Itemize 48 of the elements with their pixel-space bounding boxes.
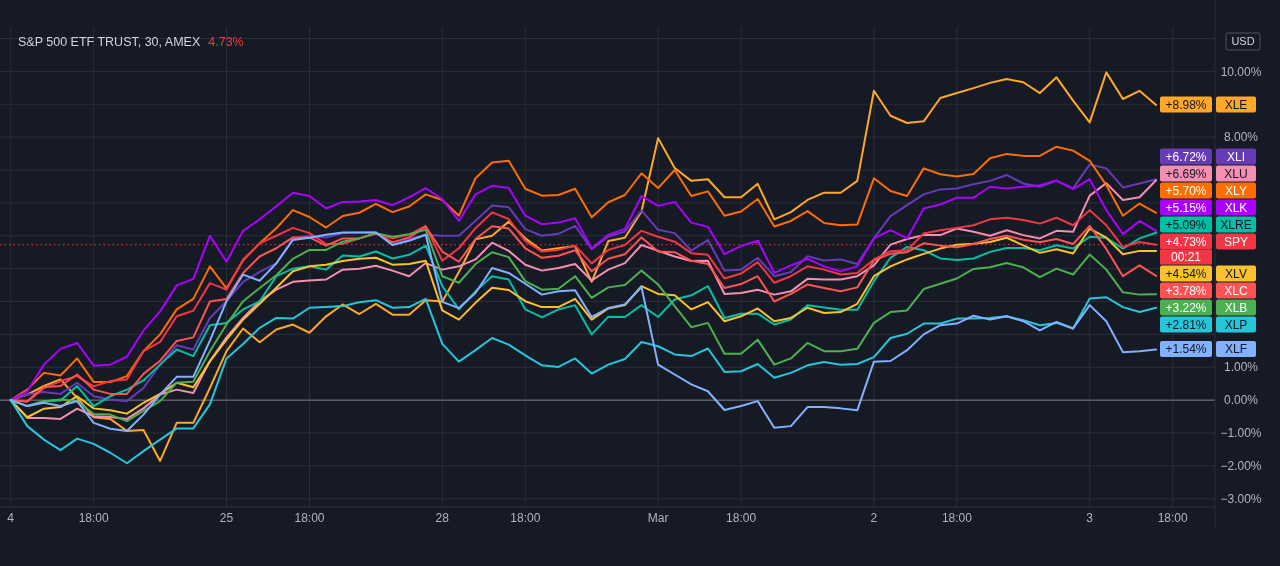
legend-label: XLF — [1224, 342, 1248, 357]
data-label: +5.70% — [1165, 183, 1207, 198]
legend-label: XLI — [1226, 149, 1246, 164]
x-tick-label: 2 — [870, 511, 878, 525]
x-tick-label: 25 — [219, 511, 234, 525]
data-label: +6.69% — [1165, 166, 1207, 181]
data-label: +3.22% — [1165, 300, 1207, 315]
x-tick-label: 18:00 — [726, 511, 757, 525]
x-tick-label: 18:00 — [941, 511, 973, 525]
text: S&P 500 ETF TRUST, 30, AMEX — [18, 35, 201, 49]
legend-label: XLU — [1224, 166, 1248, 181]
text: 4.73% — [208, 35, 244, 49]
data-label: +5.09% — [1165, 217, 1207, 232]
x-tick-label: 3 — [1086, 511, 1094, 525]
data-label: +2.81% — [1165, 317, 1207, 332]
data-label: +4.54% — [1165, 266, 1207, 281]
x-tick-label: 18:00 — [510, 511, 541, 525]
legend-label: XLV — [1225, 266, 1247, 281]
y-tick-label: 0.00% — [1223, 393, 1259, 408]
legend-label: XLP — [1224, 317, 1248, 332]
legend-label: XLC — [1224, 283, 1249, 298]
data-label: +5.15% — [1165, 200, 1207, 215]
y-tick-label: 10.00% — [1220, 64, 1262, 79]
annotation: 00:21 — [1170, 250, 1202, 265]
x-tick-label: Mar — [647, 511, 669, 525]
legend-label: XLK — [1224, 200, 1248, 215]
y-axis-title: USD — [1231, 35, 1255, 48]
x-tick-label: 4 — [7, 511, 15, 525]
legend-label: XLY — [1225, 183, 1247, 198]
legend-label: XLB — [1224, 300, 1248, 315]
y-tick-label: −3.00% — [1220, 491, 1262, 506]
x-tick-label: 18:00 — [294, 511, 325, 525]
legend-label: XLRE — [1220, 217, 1252, 232]
x-tick-label: 18:00 — [1157, 511, 1189, 525]
y-tick-label: −1.00% — [1220, 426, 1262, 441]
legend-label: SPY — [1223, 234, 1249, 249]
y-tick-label: 8.00% — [1223, 130, 1259, 145]
data-label: +4.73% — [1165, 234, 1207, 249]
legend-label: XLE — [1224, 97, 1248, 112]
x-tick-label: 18:00 — [78, 511, 110, 525]
x-tick-label: 28 — [435, 511, 450, 525]
data-label: +1.54% — [1165, 342, 1207, 357]
y-tick-label: −2.00% — [1220, 459, 1262, 474]
line-series — [9, 296, 1158, 465]
data-label: +8.98% — [1165, 97, 1207, 112]
data-label: +3.78% — [1165, 283, 1207, 298]
y-tick-label: 1.00% — [1223, 360, 1259, 375]
data-label: +6.72% — [1165, 149, 1207, 164]
